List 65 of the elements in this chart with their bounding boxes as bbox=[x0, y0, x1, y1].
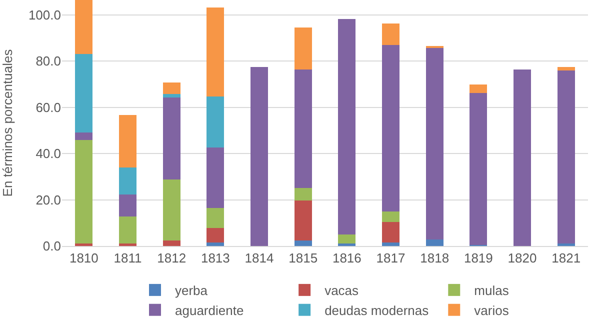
bar bbox=[557, 243, 575, 246]
x-tick-label: 1818 bbox=[420, 250, 450, 266]
legend-label: vacas bbox=[324, 283, 360, 298]
y-tick-label: 40.0 bbox=[36, 146, 61, 162]
y-axis-title: En términos porcentuales bbox=[0, 48, 15, 197]
bar bbox=[118, 194, 137, 217]
y-tick-label: 0.0 bbox=[42, 238, 61, 254]
bar bbox=[206, 228, 224, 242]
bar bbox=[338, 234, 356, 244]
bar bbox=[118, 115, 137, 168]
bar bbox=[162, 82, 180, 94]
legend-label: varios bbox=[474, 302, 510, 318]
bar bbox=[206, 96, 224, 148]
bar bbox=[382, 242, 400, 246]
bar bbox=[206, 242, 224, 246]
bar bbox=[382, 211, 400, 222]
legend-label: deudas modernas bbox=[324, 302, 430, 318]
bar bbox=[162, 94, 180, 98]
bar bbox=[118, 168, 137, 195]
bar bbox=[470, 84, 488, 93]
x-tick-label: 1821 bbox=[552, 250, 581, 266]
x-tick-label: 1813 bbox=[200, 250, 230, 266]
bar bbox=[557, 67, 575, 70]
bar bbox=[382, 24, 400, 45]
bar bbox=[206, 208, 224, 228]
legend-label: mulas bbox=[474, 283, 510, 298]
bar bbox=[118, 216, 137, 244]
bar bbox=[294, 188, 312, 201]
bar bbox=[382, 222, 400, 242]
x-tick-label: 1812 bbox=[157, 250, 186, 266]
x-tick-label: 1811 bbox=[114, 250, 142, 266]
bar bbox=[206, 148, 224, 208]
x-tick-label: 1816 bbox=[332, 250, 362, 266]
y-tick-label: 100.0 bbox=[28, 7, 61, 22]
y-tick-label: 80.0 bbox=[36, 54, 61, 69]
bar bbox=[162, 180, 180, 241]
bar bbox=[426, 48, 444, 240]
bar bbox=[75, 140, 93, 244]
bar bbox=[75, 54, 93, 132]
bar bbox=[426, 240, 444, 246]
bar bbox=[162, 240, 180, 246]
bar bbox=[162, 97, 180, 180]
bar bbox=[75, 132, 93, 140]
bar bbox=[294, 200, 312, 240]
x-tick-label: 1817 bbox=[376, 250, 406, 266]
bar bbox=[470, 92, 488, 246]
bar bbox=[557, 70, 575, 244]
legend-label: yerba bbox=[175, 283, 208, 298]
bar bbox=[338, 18, 356, 235]
legend-label: aguardiente bbox=[175, 302, 244, 318]
bar bbox=[513, 70, 532, 246]
y-tick-label: 20.0 bbox=[36, 192, 61, 208]
bar bbox=[294, 28, 312, 70]
bar bbox=[382, 44, 400, 212]
y-tick-label: 60.0 bbox=[36, 100, 61, 115]
bar bbox=[294, 240, 312, 246]
x-tick-label: 1810 bbox=[69, 250, 98, 266]
x-tick-label: 1815 bbox=[288, 250, 318, 266]
x-tick-label: 1819 bbox=[464, 250, 493, 266]
bar bbox=[294, 70, 312, 188]
bar bbox=[206, 7, 224, 96]
x-tick-label: 1814 bbox=[244, 250, 274, 266]
x-tick-label: 1820 bbox=[508, 250, 537, 266]
bar bbox=[75, 0, 93, 54]
bar bbox=[250, 67, 268, 246]
